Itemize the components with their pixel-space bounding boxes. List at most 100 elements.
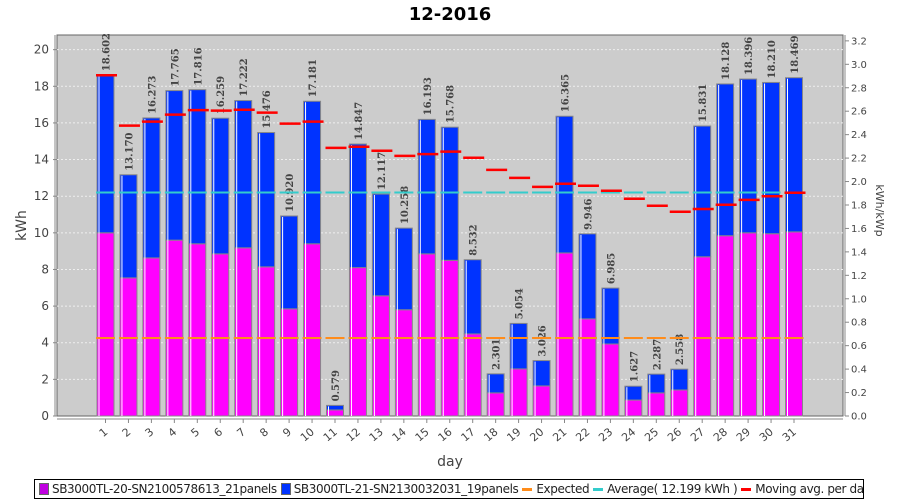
legend-label: Average( 12.199 kWh ) [607, 482, 738, 496]
red-line-icon [741, 487, 752, 491]
bar-total-label: 17.181 [308, 59, 319, 97]
bar-total-label: 18.128 [721, 42, 732, 80]
x-tick-label: 7 [234, 425, 248, 439]
bar-total-label: 13.170 [124, 132, 135, 170]
y-tick-label: 20 [34, 43, 49, 57]
legend-item-moving-avg[interactable]: Moving avg. per day. [741, 482, 864, 496]
bar-inverter-21 [394, 227, 413, 311]
y2-tick-label: 2.0 [851, 177, 867, 188]
bar-total-label: 18.469 [790, 35, 801, 73]
x-tick-label: 18 [481, 425, 500, 444]
y2-tick-label: 0.8 [851, 318, 867, 329]
bar-inverter-21 [693, 125, 712, 258]
bar-inverter-21 [234, 100, 253, 249]
legend-label: SB3000TL-20-SN2100578613_21panels [52, 482, 277, 496]
x-tick-label: 29 [734, 425, 753, 444]
y2-tick-label: 1.4 [851, 247, 867, 258]
bar-inverter-21 [326, 404, 344, 411]
bar-total-label: 17.765 [170, 48, 181, 86]
x-axis-label: day [437, 454, 463, 470]
bar-total-label: 15.831 [698, 84, 709, 122]
bar-total-label: 9.946 [583, 198, 594, 229]
y2-axis-label: kWh/kWp [873, 184, 886, 236]
y2-tick-label: 1.6 [851, 224, 867, 235]
bar-inverter-21 [762, 81, 781, 235]
bar-inverter-21 [647, 373, 666, 394]
x-tick-label: 5 [189, 425, 203, 439]
bar-inverter-20 [303, 243, 322, 417]
y-tick-label: 6 [41, 299, 49, 313]
bar-inverter-21 [716, 83, 735, 237]
chart-title: 12-2016 [408, 4, 492, 25]
bar-inverter-20 [785, 231, 803, 417]
x-tick-label: 21 [550, 425, 569, 444]
bar-inverter-21 [119, 174, 138, 279]
bar-inverter-20 [165, 239, 184, 417]
bar-inverter-21 [739, 78, 758, 234]
bar-inverter-21 [624, 385, 643, 401]
bar-total-label: 18.602 [102, 33, 113, 71]
x-tick-label: 31 [780, 425, 799, 444]
x-tick-label: 15 [413, 425, 432, 444]
bar-inverter-20 [486, 392, 505, 417]
blue-swatch-icon [280, 483, 291, 495]
bar-inverter-20 [555, 252, 574, 417]
orange-line-icon [522, 487, 533, 491]
bar-inverter-21 [578, 233, 597, 320]
bar-inverter-21 [303, 100, 322, 245]
bar-inverter-20 [670, 389, 689, 417]
y2-tick-label: 3.0 [851, 60, 867, 71]
bar-total-label: 18.210 [767, 40, 778, 78]
bar-inverter-20 [394, 309, 413, 417]
bar-inverter-20 [762, 233, 781, 417]
y2-tick-label: 2.6 [851, 107, 867, 118]
bar-inverter-21 [509, 322, 528, 370]
x-tick-label: 12 [344, 425, 363, 444]
bar-total-label: 5.054 [515, 288, 526, 319]
bar-inverter-20 [624, 399, 643, 417]
bar-inverter-20 [463, 333, 482, 417]
x-tick-label: 8 [257, 425, 271, 439]
bar-total-label: 8.532 [469, 224, 480, 255]
y2-tick-label: 0.6 [851, 341, 867, 352]
bar-inverter-21 [188, 89, 207, 245]
bar-inverter-21 [165, 90, 184, 241]
x-tick-label: 14 [390, 425, 409, 444]
legend: SB3000TL-20-SN2100578613_21panels SB3000… [34, 479, 864, 499]
bar-total-label: 16.259 [216, 76, 227, 114]
bar-inverter-20 [693, 256, 712, 417]
bar-inverter-21 [257, 132, 276, 268]
y-axis-label: kWh [14, 210, 30, 241]
y2-tick-label: 1.2 [851, 271, 867, 282]
legend-label: Moving avg. per day. [755, 482, 864, 496]
legend-item-inverter-21[interactable]: SB3000TL-21-SN2130032031_19panels [280, 482, 519, 496]
x-tick-label: 3 [143, 425, 157, 439]
bar-inverter-20 [142, 257, 161, 417]
y-tick-label: 18 [34, 79, 49, 93]
bar-inverter-21 [486, 373, 505, 394]
x-tick-label: 10 [298, 425, 317, 444]
bar-inverter-20 [578, 318, 597, 417]
x-tick-label: 19 [504, 425, 523, 444]
legend-item-average[interactable]: Average( 12.199 kWh ) [593, 482, 738, 496]
x-tick-label: 1 [97, 425, 111, 439]
x-tick-label: 6 [211, 425, 225, 439]
bar-inverter-20 [257, 266, 276, 417]
bar-total-label: 1.627 [629, 351, 640, 382]
legend-item-expected[interactable]: Expected [522, 482, 590, 496]
y2-tick-label: 0.0 [851, 412, 867, 423]
bar-inverter-20 [348, 267, 367, 417]
legend-item-inverter-20[interactable]: SB3000TL-20-SN2100578613_21panels [39, 482, 277, 496]
bar-inverter-21 [142, 117, 161, 259]
bar-total-label: 16.193 [423, 77, 434, 115]
bar-inverter-20 [188, 243, 207, 417]
x-tick-label: 30 [757, 425, 776, 444]
bar-total-label: 14.847 [354, 102, 365, 140]
bar-total-label: 2.287 [652, 339, 663, 370]
y2-tick-label: 0.2 [851, 388, 867, 399]
x-tick-label: 23 [596, 425, 615, 444]
bar-total-label: 18.396 [744, 37, 755, 75]
bar-inverter-20 [509, 368, 528, 417]
bar-total-label: 6.985 [606, 253, 617, 284]
bar-inverter-20 [371, 295, 390, 417]
